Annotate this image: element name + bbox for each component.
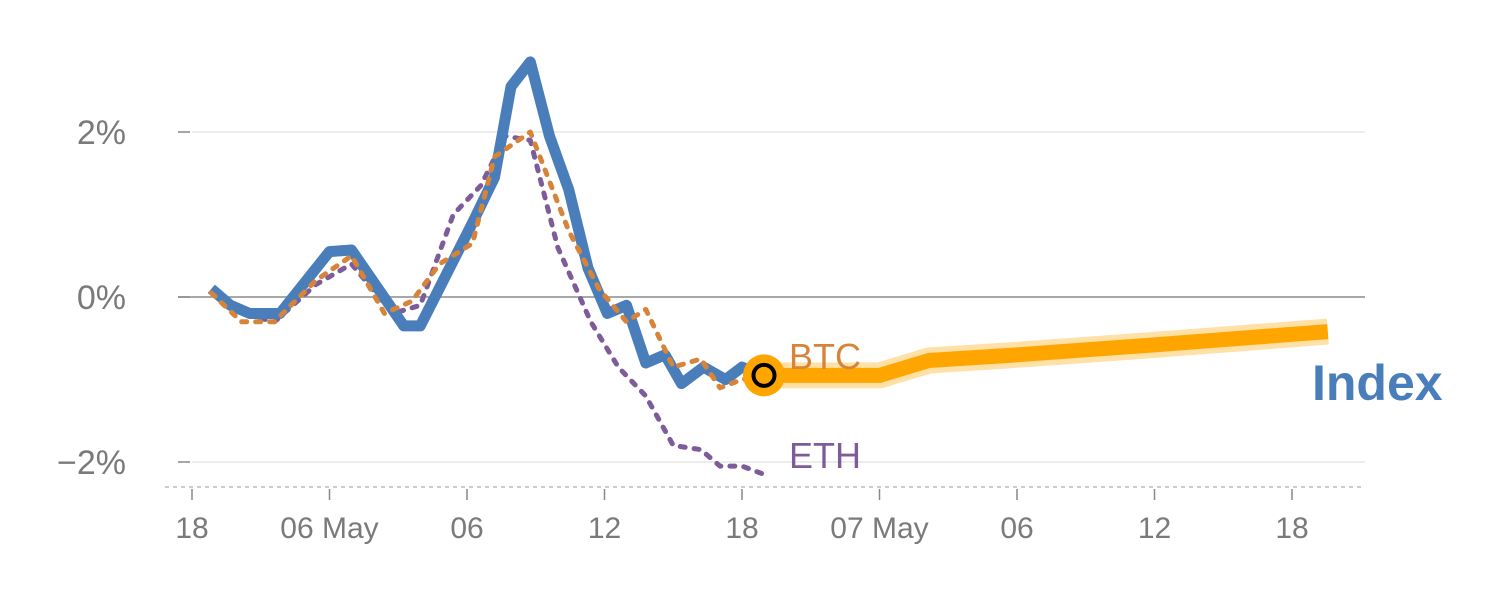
x-tick-label: 06 [450,512,483,545]
series-group [207,56,1329,477]
x-tick-label: 12 [588,512,621,545]
btc-series-label: BTC [789,336,861,377]
index-line [207,56,766,390]
y-tick-label: 0% [77,279,126,317]
current-point-ring [751,362,777,388]
x-tick-label: 06 [1000,512,1033,545]
marker-group [743,354,785,397]
x-tick-label: 18 [175,512,208,545]
index-series-label: Index [1312,355,1443,411]
x-axis: 18 06 May 06 12 18 07 May 06 12 18 [175,489,1309,545]
x-tick-label: 06 May [280,512,378,545]
x-tick-label: 12 [1138,512,1171,545]
y-tick-label: 2% [77,114,126,152]
y-axis: 2% 0% −2% [57,114,190,482]
forecast-line [764,324,1329,383]
current-point-marker [743,354,785,397]
y-tick-label: −2% [57,444,126,482]
x-tick-label: 07 May [830,512,928,545]
grid [192,131,1365,463]
x-tick-label: 18 [1275,512,1308,545]
eth-series-label: ETH [789,435,861,476]
btc-line [208,129,767,391]
x-tick-label: 18 [725,512,758,545]
